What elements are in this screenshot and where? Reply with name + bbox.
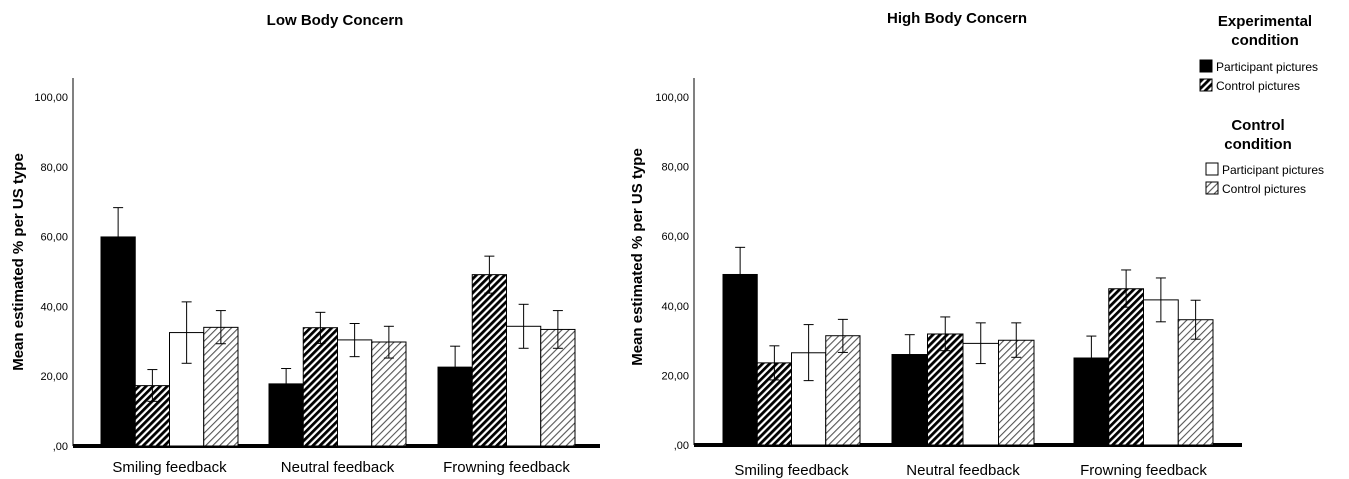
error-bar <box>181 301 192 364</box>
legend-swatch-solid-black <box>1199 59 1213 73</box>
bar-left-2-4 <box>371 341 407 447</box>
y-tick-label: 80,00 <box>40 162 68 174</box>
bar-left-1-4 <box>203 326 239 447</box>
legend-item-ctrl-control: Control pictures <box>1222 182 1306 196</box>
bar-right-3-2 <box>1108 288 1144 446</box>
error-bar <box>450 345 461 388</box>
error-bar <box>1011 322 1022 358</box>
legend-swatch-white <box>1205 162 1219 176</box>
error-bar <box>315 311 326 344</box>
y-tick-label: ,00 <box>674 440 689 452</box>
chart-marks-right: 100,00 80,00 60,00 40,00 20,00 ,00 Smiling fee… <box>655 92 1214 479</box>
error-bar <box>1121 269 1132 308</box>
chart-title-right: High Body Concern <box>887 10 1027 27</box>
legend-group-title-control-line1: Control <box>1231 117 1284 134</box>
y-tick-label: 60,00 <box>40 232 68 244</box>
error-bar <box>484 255 495 294</box>
legend-item-exp-participant: Participant pictures <box>1216 60 1318 74</box>
error-bar <box>147 369 158 402</box>
y-tick-label: 20,00 <box>661 370 689 382</box>
legend-group-title-control-line2: condition <box>1224 136 1292 153</box>
legend-group-title-experimental-line2: condition <box>1231 32 1299 49</box>
error-bar <box>803 324 814 382</box>
y-tick-label: 100,00 <box>655 92 689 104</box>
x-category-label: Smiling feedback <box>112 459 227 476</box>
error-bar <box>113 207 124 267</box>
y-tick-label: 100,00 <box>34 92 68 104</box>
error-bar <box>349 323 360 358</box>
legend: Experimental condition Participant pictu… <box>1199 13 1324 196</box>
chart-marks-left: 100,00 80,00 60,00 40,00 20,00 ,00 Smiling fee… <box>34 92 576 476</box>
x-category-label: Neutral feedback <box>281 459 395 476</box>
legend-item-exp-control: Control pictures <box>1216 79 1300 93</box>
bar-left-1-1 <box>100 236 136 447</box>
bar-right-1-1 <box>722 273 758 446</box>
y-tick-label: 80,00 <box>661 162 689 174</box>
y-tick-label: 20,00 <box>40 371 68 383</box>
y-tick-label: ,00 <box>53 441 68 453</box>
bar-right-2-2 <box>927 333 964 446</box>
legend-swatch-dark-hatch <box>1199 78 1213 92</box>
legend-item-ctrl-participant: Participant pictures <box>1222 163 1324 177</box>
legend-group-title-experimental-line1: Experimental <box>1218 13 1312 30</box>
error-bar <box>904 334 915 375</box>
error-bar <box>1086 335 1097 381</box>
y-axis-label-right: Mean estimated % per US type <box>629 148 646 366</box>
error-bar <box>1190 299 1201 340</box>
error-bar <box>518 303 529 349</box>
x-category-label: Neutral feedback <box>906 462 1020 479</box>
bar-left-2-1 <box>268 383 304 447</box>
error-bar <box>769 345 780 381</box>
legend-swatch-light-hatch <box>1205 181 1219 195</box>
y-axis-label-left: Mean estimated % per US type <box>10 153 27 371</box>
bar-right-3-4 <box>1177 319 1214 446</box>
y-tick-label: 40,00 <box>40 301 68 313</box>
x-category-label: Smiling feedback <box>734 462 849 479</box>
error-bar <box>940 316 951 352</box>
error-bar <box>552 310 563 349</box>
x-category-label: Frowning feedback <box>1080 462 1207 479</box>
y-tick-label: 60,00 <box>661 231 689 243</box>
error-bar <box>215 310 226 345</box>
error-bar <box>281 368 292 400</box>
bar-left-3-2 <box>471 274 507 447</box>
error-bar <box>735 246 746 303</box>
x-category-label: Frowning feedback <box>443 459 570 476</box>
error-bar <box>1155 277 1166 323</box>
chart-title-left: Low Body Concern <box>267 12 404 29</box>
y-tick-label: 40,00 <box>661 301 689 313</box>
bar-left-2-2 <box>302 327 338 447</box>
error-bar <box>383 325 394 359</box>
error-bar <box>837 318 848 353</box>
error-bar <box>975 322 986 365</box>
